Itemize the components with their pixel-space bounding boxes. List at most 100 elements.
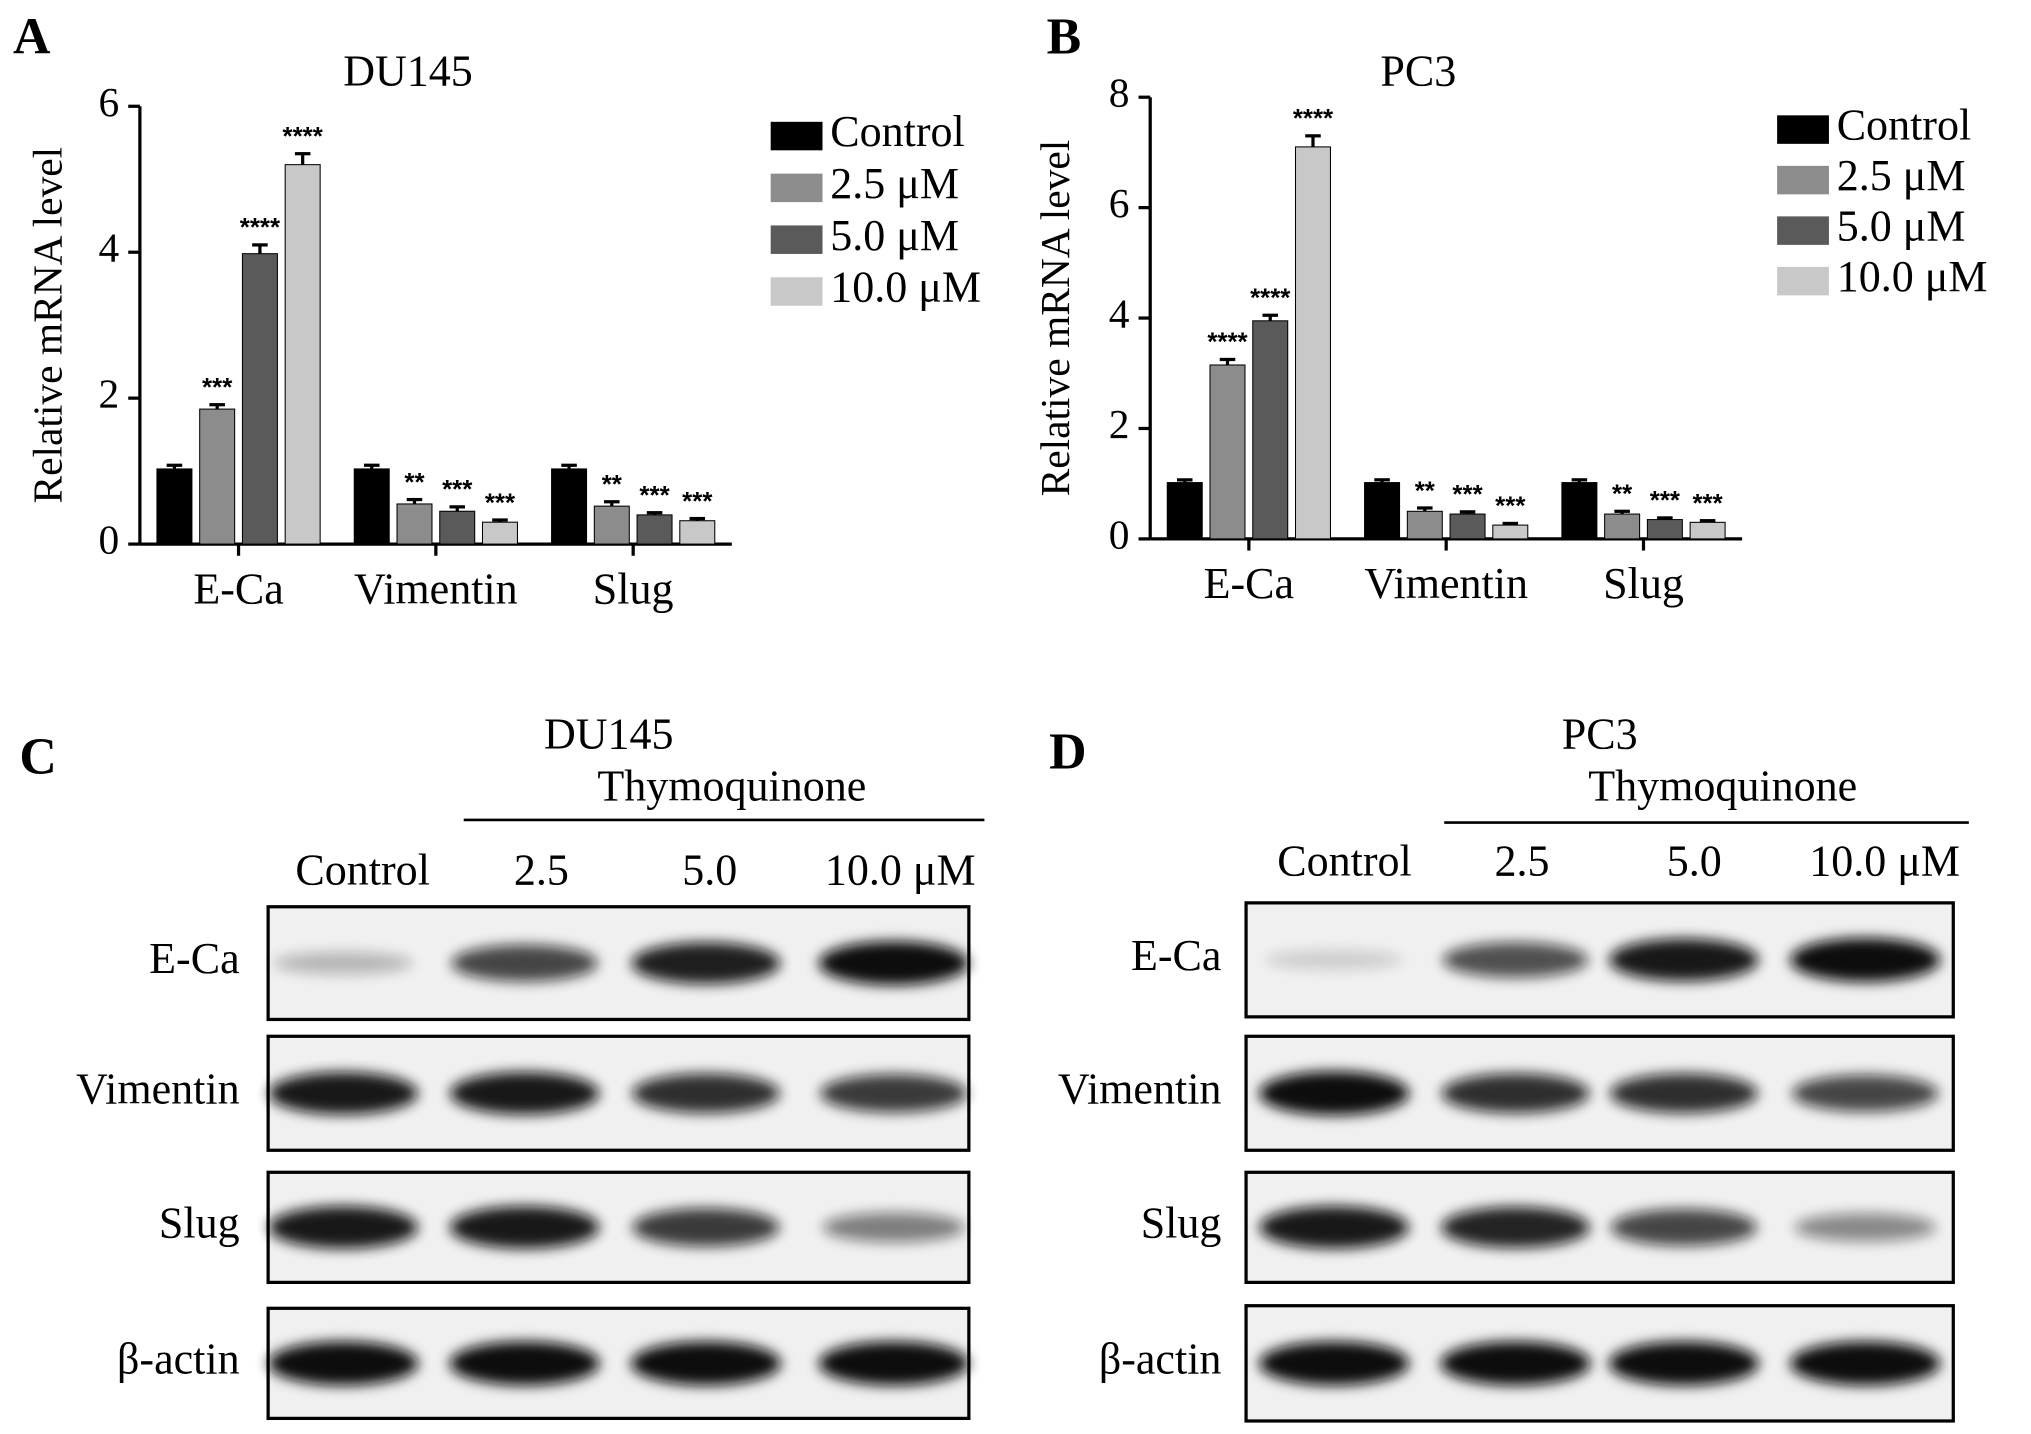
treatment-label: Thymoquinone: [1588, 761, 1857, 810]
x-tick-label: Slug: [1603, 559, 1684, 608]
panel-label: D: [1049, 723, 1086, 780]
row-label: Vimentin: [76, 1064, 240, 1113]
x-tick-label: Vimentin: [1364, 559, 1528, 608]
blot-band: [631, 942, 781, 984]
bar: [241, 253, 278, 545]
significance-label: ****: [283, 123, 324, 151]
blot-band: [631, 1073, 780, 1114]
error-bar: [1262, 313, 1279, 321]
lane-label: 10.0 μM: [825, 845, 976, 894]
legend-label: 10.0 μM: [830, 263, 981, 312]
bar: [284, 164, 321, 545]
legend-swatch: [1777, 216, 1829, 245]
lane-label: Control: [1277, 836, 1412, 885]
y-tick-label: 6: [1109, 180, 1130, 226]
error-bar: [561, 463, 577, 469]
blot-band: [630, 1341, 782, 1386]
bar: [481, 521, 518, 545]
bar: [1406, 510, 1443, 540]
x-tick-label: E-Ca: [193, 564, 283, 613]
row-label: E-Ca: [149, 934, 239, 983]
bar: [1449, 513, 1486, 540]
bar: [1646, 519, 1683, 540]
significance-label: **: [1415, 477, 1436, 505]
lane-label: Control: [295, 845, 430, 894]
blot-band: [449, 1071, 600, 1115]
bar: [1561, 482, 1598, 540]
y-tick-label: 0: [98, 517, 119, 563]
error-bar: [1614, 509, 1630, 515]
blot-band: [268, 1206, 418, 1249]
blot-band: [1259, 1341, 1410, 1386]
legend-swatch: [770, 173, 823, 203]
blot-band: [1442, 942, 1589, 978]
error-bar: [492, 518, 508, 523]
legend-swatch: [770, 277, 823, 306]
blot-band: [1440, 1341, 1591, 1386]
error-bar: [1699, 519, 1716, 523]
significance-label: **: [1612, 481, 1633, 509]
y-tick-label: 6: [98, 79, 119, 125]
legend-swatch: [1777, 165, 1829, 195]
bar: [1492, 524, 1529, 540]
lane-label: 2.5: [1494, 836, 1549, 885]
y-tick-label: 0: [1109, 511, 1130, 557]
blot-band: [1441, 1206, 1590, 1248]
bar: [1252, 320, 1289, 540]
y-tick-label: 2: [98, 371, 119, 417]
blot-band: [1259, 1071, 1410, 1116]
legend-label: Control: [830, 107, 964, 156]
bar: [679, 520, 716, 545]
blot-band: [1608, 1341, 1759, 1386]
error-bar: [209, 403, 225, 410]
x-tick-label: Vimentin: [354, 564, 518, 613]
error-bar: [363, 463, 380, 469]
blot-band: [1790, 1341, 1941, 1386]
y-tick-label: 2: [1109, 401, 1130, 447]
error-bar: [406, 497, 423, 504]
blot-band: [1794, 1213, 1937, 1242]
blot-band: [1259, 1206, 1409, 1249]
legend-label: 2.5 μM: [1837, 151, 1966, 200]
row-label: Vimentin: [1058, 1064, 1222, 1113]
blot-band: [268, 1341, 419, 1386]
panel-label: C: [19, 729, 56, 786]
significance-label: ****: [1207, 329, 1248, 357]
blot-band: [1265, 949, 1403, 970]
legend-swatch: [770, 225, 823, 254]
bar: [636, 514, 673, 545]
blot-band: [818, 941, 969, 986]
bar: [1209, 364, 1246, 540]
error-bar: [1459, 510, 1476, 515]
bar: [1364, 482, 1401, 540]
bar: [156, 468, 193, 545]
error-bar: [1502, 521, 1519, 526]
y-tick-label: 4: [1109, 291, 1130, 337]
x-tick-label: E-Ca: [1204, 559, 1294, 608]
blot-band: [268, 1071, 418, 1115]
error-bar: [1219, 357, 1236, 365]
significance-label: ***: [1495, 493, 1526, 521]
significance-label: ***: [639, 482, 670, 510]
error-bar: [449, 505, 466, 512]
y-tick-label: 8: [1109, 70, 1130, 116]
error-bar: [1305, 134, 1321, 147]
bar: [1294, 146, 1331, 540]
legend-label: 10.0 μM: [1837, 252, 1988, 301]
blot-band: [1609, 1073, 1758, 1114]
bar: [551, 468, 588, 545]
lane-label: 5.0: [1667, 836, 1722, 885]
significance-label: ***: [1650, 487, 1681, 515]
row-label: Slug: [159, 1198, 240, 1247]
significance-label: ****: [1293, 105, 1334, 133]
blot-band: [1790, 937, 1941, 982]
error-bar: [294, 152, 311, 165]
chart-title: DU145: [343, 46, 473, 95]
blot-band: [451, 944, 598, 982]
significance-label: ****: [1250, 285, 1291, 313]
bar: [593, 505, 630, 545]
error-bar: [1657, 516, 1673, 520]
bar: [1166, 482, 1203, 540]
significance-label: ***: [1452, 481, 1483, 509]
